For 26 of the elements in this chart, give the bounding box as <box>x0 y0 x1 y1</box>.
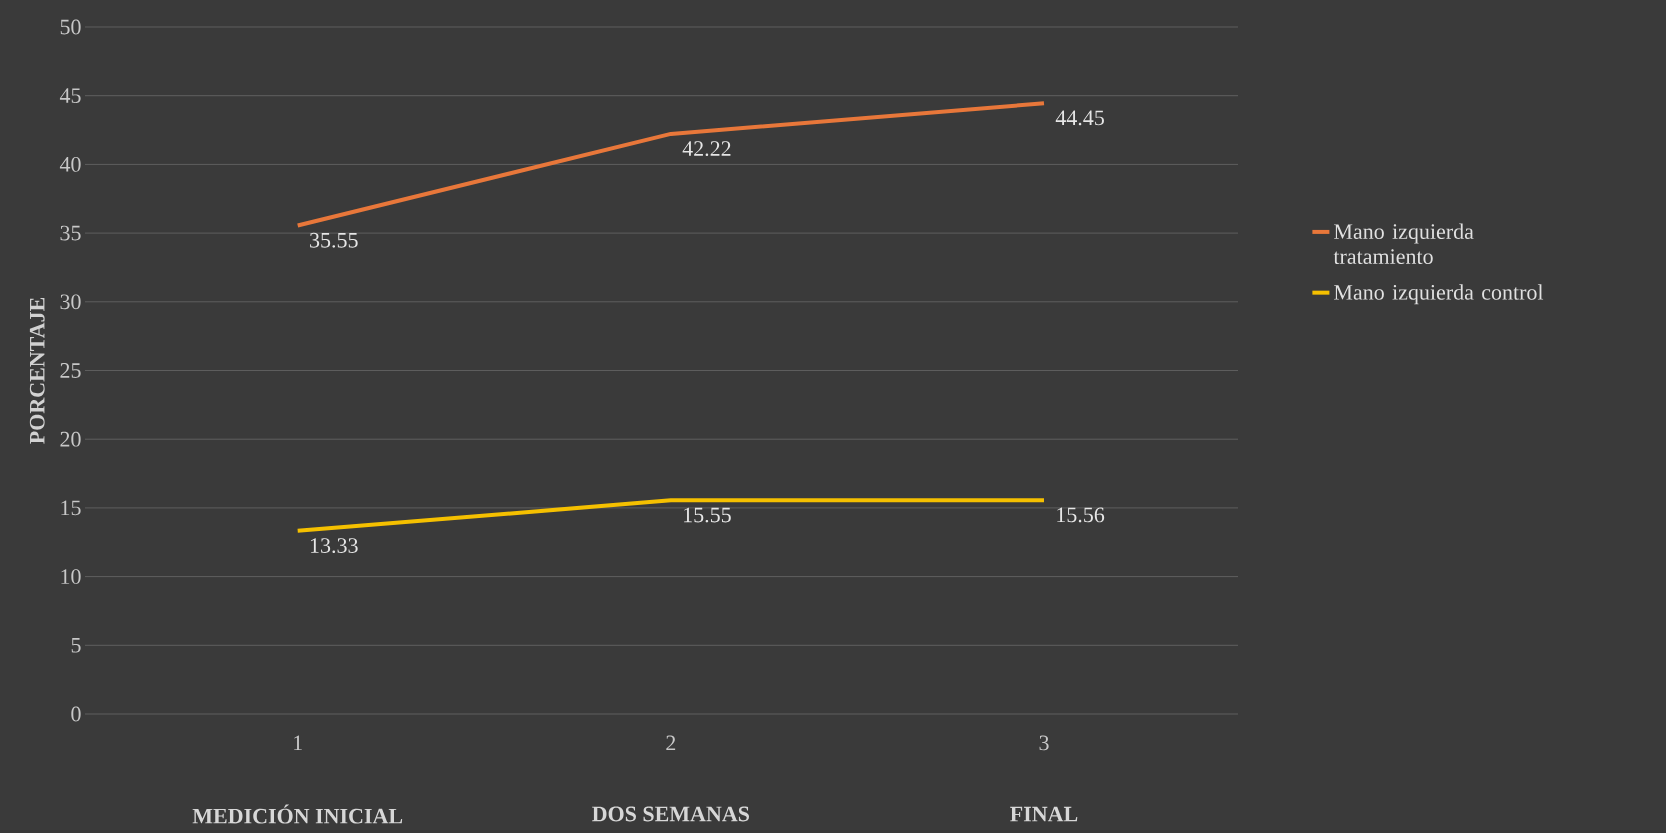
text: DOS SEMANAS <box>592 806 750 822</box>
y-tick-label: 45 <box>59 88 81 104</box>
legend-label: Mano izquierda control <box>1334 284 1544 305</box>
text: FINAL <box>1010 806 1078 822</box>
y-tick-label: 15 <box>61 500 81 516</box>
y-tick-label: 35 <box>60 225 81 241</box>
x-tick-label: 3 <box>1039 735 1049 751</box>
y-tick-label: 0 <box>71 706 81 722</box>
data-label: 15.56 <box>1057 507 1105 523</box>
data-label: 44.45 <box>1055 110 1104 126</box>
data-label: 15.55 <box>684 507 731 523</box>
y-tick-label: 20 <box>60 431 81 447</box>
data-label: 42.22 <box>682 141 731 157</box>
data-label: 35.55 <box>310 232 358 248</box>
x-tick-label: 2 <box>666 735 676 751</box>
y-tick-label: 5 <box>71 637 81 653</box>
x-tick-label: 1 <box>294 735 302 751</box>
y-axis-title: PORCENTAJE <box>29 297 45 444</box>
y-tick-label: 25 <box>60 363 81 378</box>
text: MEDICIÓN INICIAL <box>192 804 403 824</box>
y-tick-label: 40 <box>59 156 81 172</box>
data-label: 13.33 <box>310 538 358 554</box>
y-tick-label: 10 <box>61 569 81 585</box>
legend-label: Mano izquierda tratamiento <box>1333 223 1474 265</box>
y-tick-label: 30 <box>60 294 81 310</box>
y-tick-label: 50 <box>60 19 81 35</box>
